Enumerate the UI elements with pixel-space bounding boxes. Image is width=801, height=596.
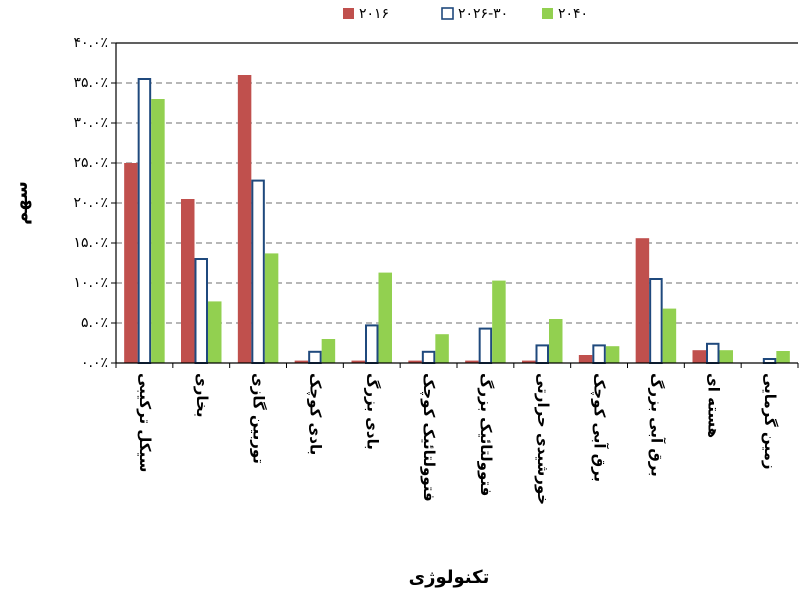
bar	[251, 179, 265, 364]
y-axis-ticks: ۰.۰٪ ۵.۰٪ ۱۰.۰٪ ۱۵.۰٪ ۲۰.۰٪ ۲۵.۰٪ ۳۰.۰٪ ۳۵.۰٪ ۴۰…	[73, 35, 116, 371]
bar	[592, 344, 606, 364]
x-category-label: بادی کوچک	[305, 373, 324, 455]
bar	[124, 163, 138, 363]
bar	[522, 360, 536, 363]
bar	[692, 350, 706, 363]
legend-swatch	[542, 8, 553, 19]
x-category-label: هسته ای	[704, 373, 722, 438]
bar	[137, 78, 152, 364]
bar	[478, 327, 493, 365]
y-tick-label: ۰.۰٪	[81, 355, 108, 371]
x-category-label: فتوولتائیک بزرگ	[477, 373, 495, 496]
x-category-label: توربین گازی	[250, 373, 268, 464]
bar	[151, 99, 165, 363]
bar	[351, 360, 365, 363]
bar	[264, 253, 279, 363]
legend-swatch	[343, 8, 354, 19]
bar	[776, 351, 790, 363]
bar	[208, 301, 222, 363]
bar	[408, 360, 422, 363]
bar	[605, 346, 620, 363]
y-axis-title: سهم	[11, 181, 32, 225]
bar	[294, 360, 309, 363]
x-category-label: سیکل ترکیبی	[136, 373, 154, 472]
bars	[124, 75, 790, 365]
bar	[719, 350, 733, 363]
x-category-label: فتوولتائیک کوچک	[419, 373, 438, 502]
bar	[578, 355, 593, 363]
bar	[492, 280, 506, 363]
legend-label: ۲۰۲۶-۳۰	[458, 6, 508, 22]
x-category-label: بادی بزرگ	[363, 373, 381, 450]
y-tick-label: ۱۵.۰٪	[73, 235, 108, 251]
y-tick-label: ۳۰.۰٪	[73, 115, 108, 131]
x-category-label: خورشیدی حرارتی	[534, 373, 552, 505]
bar	[649, 278, 663, 364]
y-tick-label: ۲۵.۰٪	[73, 155, 108, 171]
bar	[365, 324, 379, 364]
bar	[421, 350, 436, 364]
x-axis-title: تکنولوژی	[409, 567, 490, 588]
y-tick-label: ۳۵.۰٪	[73, 75, 108, 91]
legend-swatch	[441, 7, 454, 20]
y-tick-label: ۴۰.۰٪	[73, 35, 108, 51]
axes	[115, 42, 799, 368]
legend-label: ۲۰۴۰	[558, 6, 588, 22]
grid	[116, 82, 798, 324]
x-category-label: برق آبی بزرگ	[647, 373, 665, 477]
bar	[549, 319, 563, 363]
x-category-label: بخاری	[193, 373, 211, 417]
bar	[321, 339, 336, 363]
y-tick-label: ۵.۰٪	[81, 315, 108, 331]
bar	[435, 334, 449, 363]
legend-label: ۲۰۱۶	[359, 6, 389, 22]
bar	[465, 360, 479, 363]
bar	[662, 308, 677, 363]
bar	[194, 258, 208, 364]
bar	[237, 75, 252, 363]
bar	[181, 199, 195, 363]
bar	[308, 350, 322, 364]
y-tick-label: ۱۰.۰٪	[73, 275, 108, 291]
legend: ۲۰۱۶ ۲۰۲۶-۳۰ ۲۰۴۰	[343, 6, 588, 22]
bar	[378, 272, 392, 363]
bar	[635, 238, 650, 363]
y-tick-label: ۲۰.۰٪	[73, 195, 108, 211]
x-axis-categories: سیکل ترکیبی بخاری توربین گازی بادی کوچک بادی…	[136, 373, 779, 505]
x-category-label: برق آبی کوچک	[590, 373, 609, 482]
x-category-label: زمین گرمایی	[761, 373, 779, 470]
bar	[535, 344, 549, 364]
bar	[706, 342, 720, 364]
